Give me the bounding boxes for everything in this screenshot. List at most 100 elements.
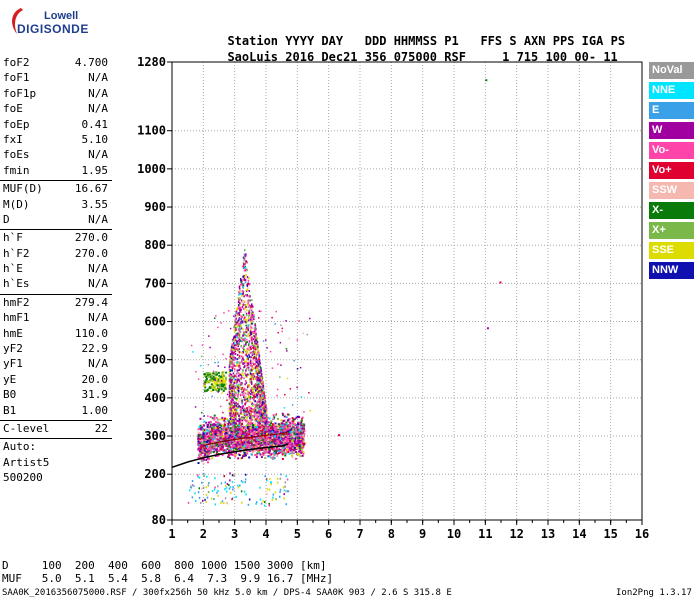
data-point-spread [258,379,260,382]
data-point-spread [237,392,240,395]
data-point-f [287,434,290,437]
data-point-sparse [277,331,279,334]
data-point-sparse [212,370,215,373]
data-point-spread [238,333,241,336]
data-point-e [194,492,196,495]
data-point-f [276,439,279,442]
data-point-spread [253,318,255,321]
data-point-spread [238,313,241,316]
data-point-spread [253,411,255,414]
data-point-spread [248,309,251,312]
data-point-f [248,456,251,459]
data-point-spread [250,345,252,348]
data-point-spread [254,412,256,415]
data-point-f [281,412,284,415]
data-point-spread [232,413,235,416]
data-point-e [190,486,192,489]
data-point-f [281,422,284,425]
data-point-spread [252,346,254,349]
data-point-f [198,448,201,451]
data-point-f [278,449,281,452]
data-point-blob [211,380,214,383]
data-point-spread [243,413,246,416]
data-point-spread [235,393,237,396]
data-point-spread [247,299,250,302]
data-point-spread [242,290,245,293]
param-value: 5.10 [81,132,109,146]
data-point-spread [256,380,258,383]
data-point-spread [228,402,231,405]
data-point-f [255,426,258,429]
param-divider [0,180,112,182]
data-point-spread [233,344,236,347]
data-point-sparse [281,330,283,333]
data-point-spread [234,356,237,359]
data-point-blob [207,372,210,375]
data-point-f [259,423,262,426]
data-point-f [197,462,200,465]
data-point-spread [245,342,247,345]
data-point-spread [264,415,266,418]
data-point-spread [257,370,259,373]
param-divider [0,229,112,231]
data-point-f [295,431,298,434]
param-name: fxI [3,132,23,146]
data-point-spread [239,393,242,396]
data-point-f [270,442,273,445]
data-point-f [204,432,207,435]
data-point-f [282,419,285,422]
data-point-f [199,437,202,440]
data-point-f [197,439,200,442]
data-point-f [274,429,277,432]
data-point-sparse [284,393,286,396]
data-point-f [208,433,211,436]
data-point-f [294,438,297,441]
data-point-e [224,481,227,484]
data-point-spread [239,290,241,293]
data-point-spread [235,334,237,337]
data-point-f [250,434,253,437]
data-point-spread [255,358,257,361]
data-point-f [254,428,257,431]
data-point-spread [247,326,250,329]
data-point-spread [240,279,242,282]
data-point-f [200,434,203,437]
data-point-sparse [229,327,232,330]
param-name: MUF(D) [3,182,43,196]
data-point-f [268,443,271,446]
data-point-f [230,421,233,424]
data-point-spread [254,372,257,375]
data-point-f [262,432,265,435]
data-point-f [270,437,273,440]
data-point-spread [244,349,246,352]
data-point-f [214,429,217,432]
data-point-sparse [308,317,311,320]
data-point-blob [205,379,208,382]
data-point-spread [232,356,235,359]
data-point-blob [208,372,211,375]
data-point-spread [260,414,263,417]
data-point-f [299,442,302,445]
data-point-spread [258,368,261,371]
data-point-f [300,435,303,438]
data-point-spread [256,371,258,374]
data-point-spread [239,331,242,334]
data-point-spread [242,314,245,317]
data-point-f [212,432,215,435]
data-point-f [204,452,207,455]
data-point-e [217,485,219,488]
data-point-f [224,417,227,420]
data-point-spread [245,260,247,263]
data-point-spread [231,349,233,352]
data-point-f [281,443,284,446]
data-point-f [245,444,248,447]
data-point-spread [231,396,234,399]
data-point-f [213,414,216,417]
data-point-f [291,422,294,425]
data-point-f [238,453,241,456]
data-point-f [227,419,230,422]
data-point-f [276,447,279,450]
data-point-spread [229,420,232,423]
data-point-f [260,442,263,445]
data-point-spread [251,303,253,306]
